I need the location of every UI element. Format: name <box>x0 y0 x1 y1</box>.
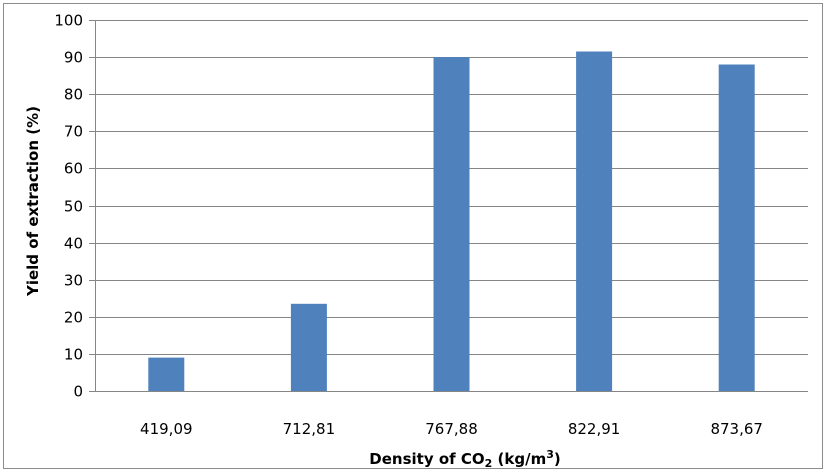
y-tick-label: 10 <box>64 346 83 364</box>
x-axis-title-subscript: 2 <box>485 457 493 470</box>
x-axis-title: Density of CO2 (kg/m3) <box>369 448 560 470</box>
x-tick-label: 822,91 <box>568 420 621 438</box>
x-axis-title-main: Density of CO <box>369 450 484 468</box>
bars <box>148 51 755 391</box>
bar <box>718 64 755 391</box>
y-tick-label: 50 <box>64 198 83 216</box>
y-tick-labels: 0 10 20 30 40 50 60 70 80 90 100 <box>54 12 83 401</box>
y-axis-title: Yield of extraction (%) <box>24 106 42 297</box>
bar <box>433 57 470 391</box>
bar <box>290 303 327 391</box>
y-tick-label: 30 <box>64 272 83 290</box>
x-axis-title-superscript: 3 <box>546 448 554 461</box>
y-tick-label: 90 <box>64 49 83 67</box>
bar <box>148 357 185 391</box>
y-tick-label: 60 <box>64 160 83 178</box>
x-tick-labels: 419,09 712,81 767,88 822,91 873,67 <box>140 420 763 438</box>
y-tick-label: 20 <box>64 309 83 327</box>
x-tick-label: 419,09 <box>140 420 193 438</box>
y-tick-label: 40 <box>64 235 83 253</box>
x-axis-title-unit: (kg/m <box>492 450 546 468</box>
x-tick-label: 767,88 <box>425 420 478 438</box>
x-axis-title-unit-close: ) <box>554 450 561 468</box>
y-tick-label: 70 <box>64 123 83 141</box>
y-tick-label: 100 <box>54 12 83 30</box>
x-tick-label: 712,81 <box>283 420 336 438</box>
y-tick-label: 0 <box>73 383 83 401</box>
bar <box>576 51 613 391</box>
y-tick-label: 80 <box>64 86 83 104</box>
x-tick-label: 873,67 <box>710 420 763 438</box>
